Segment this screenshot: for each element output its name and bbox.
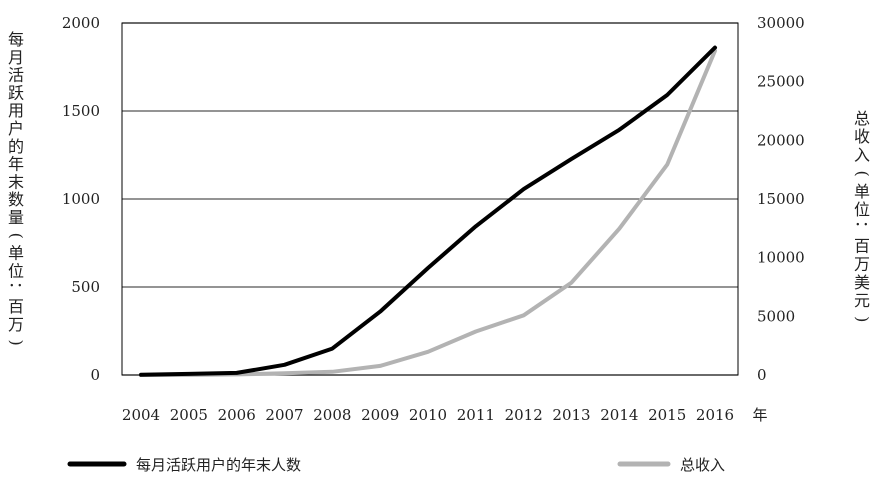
right-tick-label: 20000 [757,131,805,149]
left-axis-label-char: 月 [8,48,24,67]
right-axis-label-char: 百 [854,236,870,255]
right-axis-label-char: 美 [854,273,870,292]
series-line-revenue [139,48,717,377]
left-tick-label: 1000 [62,190,100,208]
x-axis-ticks: 2004 2005 2006 2007 2008 2009 2010 2011 2012 2013… [122,406,734,424]
left-axis-label-char: 用 [8,101,24,120]
x-tick-label: 2010 [409,406,447,424]
left-axis-label-char: 单 [8,244,24,263]
series-line-users [139,45,717,377]
left-tick-label: 0 [90,366,100,384]
x-tick-label: 2015 [648,406,686,424]
x-tick-label: 2014 [600,406,638,424]
left-tick-label: 1500 [62,102,100,120]
right-axis-label-char: ( [853,170,872,176]
right-tick-label: 25000 [757,73,805,91]
gridlines [122,22,738,376]
right-axis-label-char: 位 [854,200,870,219]
x-tick-label: 2006 [218,406,256,424]
left-axis-ticks: 0 500 1000 1500 2000 [62,14,100,384]
x-tick-label: 2008 [313,406,351,424]
left-tick-label: 2000 [62,14,100,32]
x-tick-label: 2012 [505,406,543,424]
right-axis-label-char: ： [853,220,872,236]
right-axis-label-char: 万 [854,255,870,274]
left-axis-label-char: 位 [8,261,24,280]
left-axis-label-char: ： [7,281,26,297]
right-tick-label: 15000 [757,190,805,208]
x-tick-label: 2013 [552,406,590,424]
x-tick-label: 2009 [361,406,399,424]
x-axis-unit-label: 年 [752,406,767,424]
right-axis-label-char: 收 [854,127,870,146]
right-tick-label: 30000 [757,14,805,32]
plot-frame [121,22,739,376]
left-axis-label-char: 跃 [8,83,24,102]
x-tick-label: 2005 [170,406,208,424]
right-axis-label-char: 元 [854,291,870,310]
left-axis-label-char: 年 [8,155,24,174]
left-axis-label-char: 量 [8,208,24,227]
x-tick-label: 2004 [122,406,160,424]
x-tick-label: 2011 [457,406,495,424]
right-axis-ticks: 0 5000 10000 15000 20000 25000 30000 [757,14,805,384]
left-axis-label-char: 数 [8,190,24,209]
left-tick-label: 500 [71,278,100,296]
right-axis-label-char: 入 [854,145,870,164]
x-tick-label: 2016 [696,406,734,424]
left-axis-label-char: 户 [8,119,24,138]
left-axis-label-char: 活 [8,66,24,85]
series-layer [139,45,717,377]
right-tick-label: 5000 [757,307,795,325]
right-axis-label-char: ) [853,316,872,322]
left-axis-label-char: 末 [8,172,24,191]
right-tick-label: 10000 [757,249,805,267]
left-axis-label-char: 每 [8,30,24,49]
left-axis-label-char: ) [7,339,26,345]
legend-label-0: 每月活跃用户的年末人数 [136,456,301,474]
legend: 每月活跃用户的年末人数 总收入 [67,456,725,474]
left-axis-label-char: 百 [8,297,24,316]
left-axis-label-char: ( [7,233,26,239]
left-axis-label-char: 的 [8,137,24,156]
legend-label-1: 总收入 [680,456,725,474]
left-axis-label-char: 万 [8,315,24,334]
x-tick-label: 2007 [265,406,303,424]
right-axis-label-char: 总 [854,109,870,128]
right-tick-label: 0 [757,366,767,384]
right-axis-label-char: 单 [854,182,870,201]
